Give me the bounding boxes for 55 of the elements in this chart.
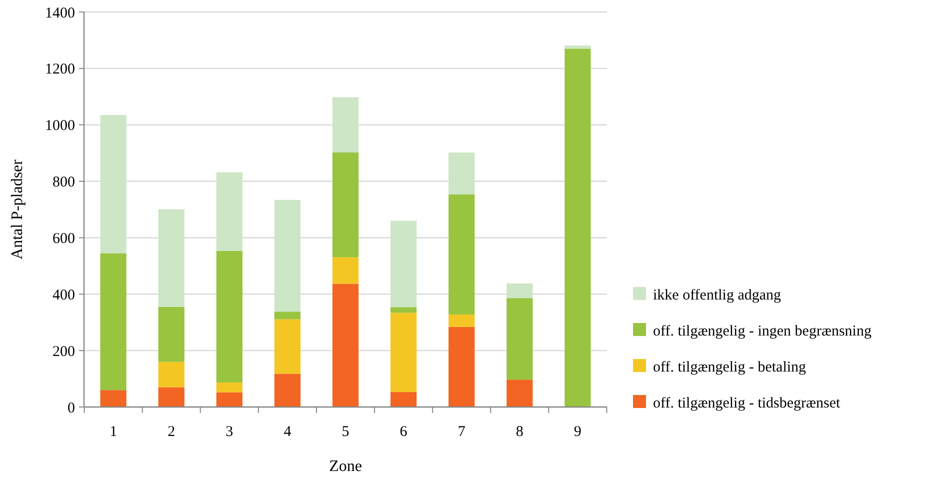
bar — [506, 283, 533, 298]
y-tick-label: 800 — [52, 174, 75, 191]
y-tick-label: 200 — [52, 344, 75, 360]
y-axis-title: Antal P-pladser — [9, 158, 26, 260]
bar — [506, 298, 533, 380]
x-tick-label: 7 — [458, 424, 466, 440]
y-tick-label: 600 — [52, 230, 75, 247]
bar — [274, 319, 301, 374]
bar — [448, 314, 475, 327]
y-tick-label: 1000 — [45, 118, 75, 134]
legend-label: ikke offentlig adgang — [653, 287, 782, 304]
x-tick-label: 2 — [168, 424, 176, 440]
bar — [448, 152, 475, 194]
x-tick-label: 8 — [516, 424, 524, 440]
bar — [158, 362, 184, 388]
y-tick-label: 1200 — [45, 62, 75, 78]
bar — [158, 387, 184, 407]
x-tick-label: 6 — [400, 424, 408, 440]
x-tick-label: 4 — [284, 424, 292, 440]
bar — [448, 326, 475, 407]
bar — [100, 253, 126, 390]
bar — [332, 152, 359, 258]
bar — [274, 374, 301, 407]
bar — [274, 200, 301, 312]
bar — [332, 284, 359, 407]
bar — [390, 392, 417, 407]
bar — [390, 307, 417, 313]
y-tick-label: 400 — [52, 287, 75, 304]
bar — [216, 392, 242, 407]
bar — [158, 306, 184, 362]
legend-label: off. tilgængelig - tidsbegrænset — [653, 395, 842, 412]
bar — [506, 380, 533, 407]
bar — [100, 390, 126, 407]
bar — [332, 97, 359, 153]
bar — [100, 114, 126, 254]
bar — [390, 312, 417, 392]
bar — [564, 48, 591, 407]
bar — [216, 172, 242, 251]
bar — [274, 312, 301, 320]
x-tick-label: 3 — [226, 424, 234, 440]
legend-label: off. tilgængelig - ingen begrænsning — [653, 323, 872, 340]
bar — [448, 194, 475, 314]
y-tick-label: 0 — [68, 400, 75, 416]
x-tick-label: 9 — [574, 424, 582, 440]
bar — [216, 250, 242, 382]
x-tick-label: 5 — [342, 424, 350, 440]
bar — [158, 209, 184, 307]
x-tick-label: 1 — [110, 424, 118, 440]
bar — [564, 46, 591, 49]
bar — [332, 257, 359, 284]
legend-label: off. tilgængelig - betaling — [653, 359, 807, 376]
bar — [216, 382, 242, 392]
y-tick-label: 1400 — [45, 5, 75, 22]
bar — [390, 220, 417, 308]
x-axis-title: Zone — [329, 458, 362, 475]
